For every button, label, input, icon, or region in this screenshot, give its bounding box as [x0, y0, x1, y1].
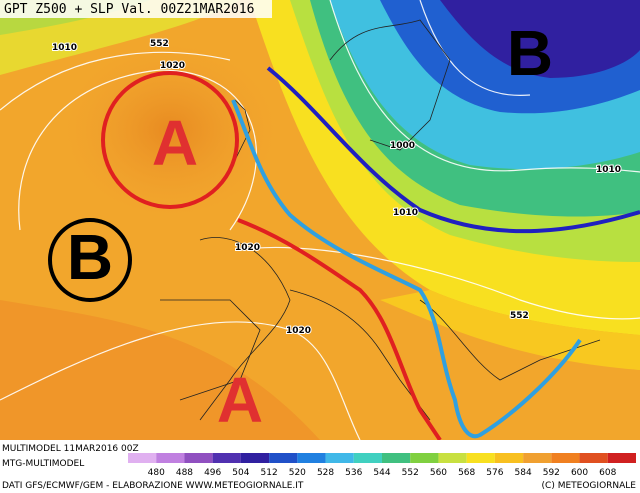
- contour-label: 1010: [596, 165, 621, 175]
- credits: DATI GFS/ECMWF/GEM - ELABORAZIONE WWW.ME…: [2, 481, 304, 491]
- scale-swatch: [353, 453, 382, 463]
- scale-label: 576: [486, 468, 503, 478]
- scale-swatch: [269, 453, 298, 463]
- scale-label: 528: [317, 468, 334, 478]
- contour-label: 1010: [393, 208, 418, 218]
- scale-label: 480: [148, 468, 165, 478]
- color-scale: 480 488 496 504 512 520 528 536 544 552 560 568 576 5…: [128, 453, 636, 478]
- copyright: (C) METEOGIORNALE: [542, 481, 637, 491]
- scale-swatch: [297, 453, 326, 463]
- low-label: B: [67, 221, 113, 293]
- scale-swatch: [382, 453, 411, 463]
- scale-label: 536: [345, 468, 362, 478]
- map-title: GPT Z500 + SLP Val. 00Z21MAR2016: [4, 2, 254, 17]
- title-box: [0, 0, 272, 18]
- field: [0, 0, 640, 440]
- footer: [0, 440, 640, 493]
- scale-label: 608: [599, 468, 616, 478]
- scale-label: 592: [543, 468, 560, 478]
- scale-swatch: [128, 453, 157, 463]
- scale-label: 584: [515, 468, 532, 478]
- scale-label: 544: [373, 468, 390, 478]
- scale-label: 512: [261, 468, 278, 478]
- scale-label: 496: [204, 468, 221, 478]
- contour-label: 1010: [52, 43, 77, 53]
- contour-label: 1020: [160, 61, 185, 71]
- low-label: B: [507, 17, 553, 89]
- contour-label: 1020: [235, 243, 260, 253]
- scale-swatch: [579, 453, 608, 463]
- scale-swatch: [212, 453, 241, 463]
- high-label: A: [152, 107, 198, 179]
- scale-label: 552: [402, 468, 419, 478]
- contour-label: 552: [510, 311, 529, 321]
- scale-swatch: [240, 453, 270, 463]
- scale-label: 560: [430, 468, 447, 478]
- model-run: MULTIMODEL 11MAR2016 00Z: [2, 444, 139, 454]
- scale-swatch: [466, 453, 495, 463]
- scale-label: 600: [571, 468, 588, 478]
- scale-swatch: [438, 453, 467, 463]
- source: MTG-MULTIMODEL: [2, 459, 84, 469]
- scale-swatch: [184, 453, 213, 463]
- scale-swatch: [410, 453, 439, 463]
- scale-swatch: [607, 453, 636, 463]
- scale-label: 488: [176, 468, 193, 478]
- scale-swatch: [551, 453, 580, 463]
- high-label: A: [217, 364, 263, 436]
- scale-label: 520: [289, 468, 306, 478]
- contour-labels: 1010 552 1020 1000 1010 1010 1020 1020 5…: [51, 38, 622, 337]
- scale-swatch: [156, 453, 185, 463]
- scale-label: 568: [458, 468, 475, 478]
- contour-label: 1000: [390, 141, 415, 151]
- scale-swatch: [494, 453, 524, 463]
- contour-label: 552: [150, 39, 169, 49]
- scale-label: 504: [232, 468, 249, 478]
- scale-swatch: [523, 453, 552, 463]
- contour-label: 1020: [286, 326, 311, 336]
- scale-swatch: [325, 453, 354, 463]
